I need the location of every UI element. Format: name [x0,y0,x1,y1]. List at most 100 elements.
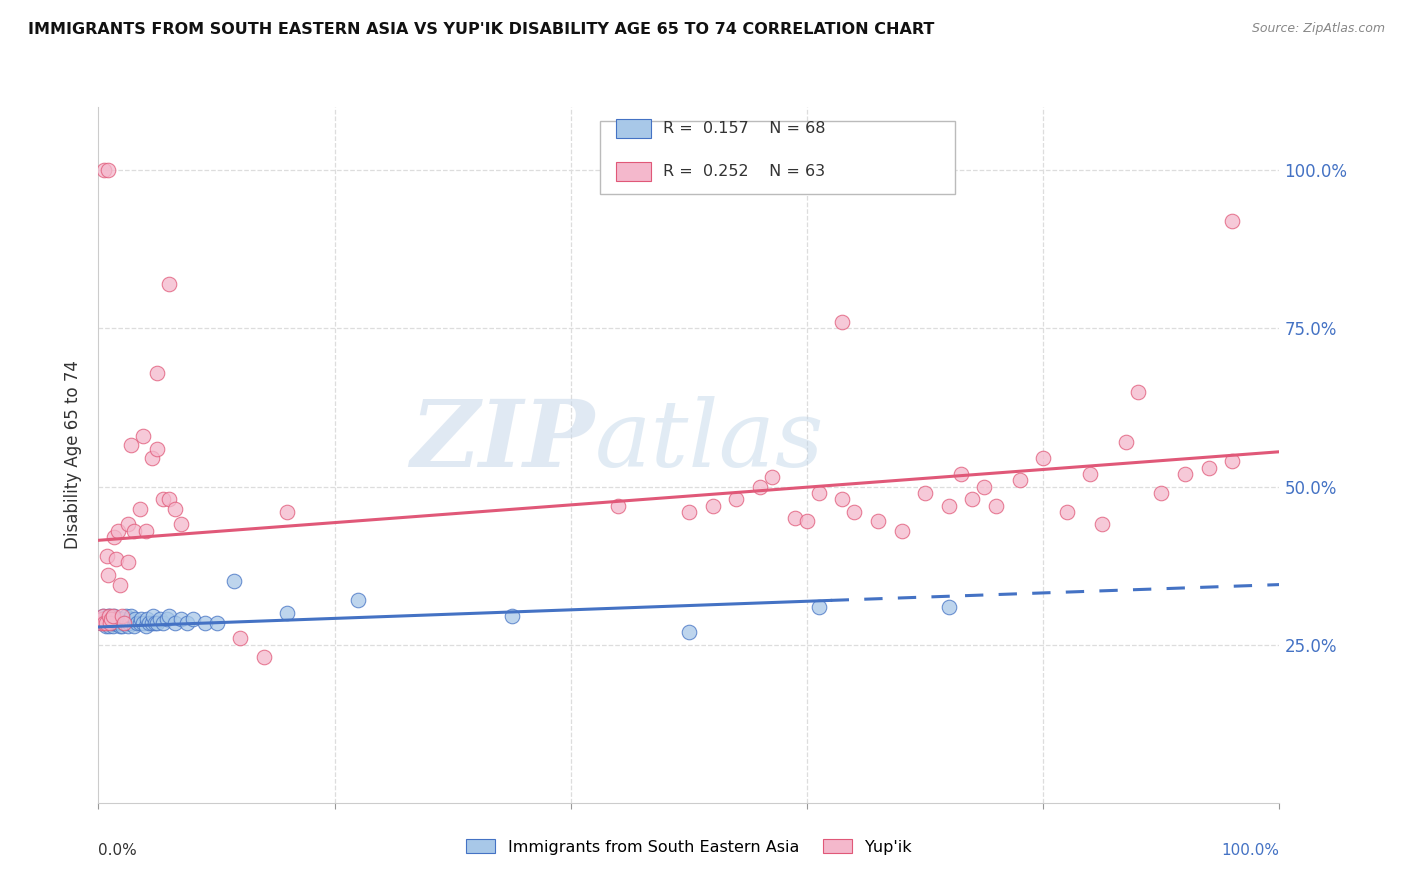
Point [112,612,135,626]
Point [96,612,118,626]
Point [111,615,134,630]
Point [120,612,142,626]
Point [157,492,180,507]
Text: R =  0.252    N = 63: R = 0.252 N = 63 [664,164,825,179]
Point [100,612,122,626]
Point [100,612,122,626]
Point [117,618,139,632]
Point [135,612,157,626]
Point [107,615,129,630]
Point [962,492,984,507]
Point [103,530,125,544]
Point [1032,451,1054,466]
Point [94,618,117,632]
Point [138,615,160,630]
Point [91,609,114,624]
FancyBboxPatch shape [616,119,651,138]
Point [90,615,112,630]
FancyBboxPatch shape [616,162,651,181]
Point [1150,486,1173,500]
Legend: Immigrants from South Eastern Asia, Yup'ik: Immigrants from South Eastern Asia, Yup'… [460,832,918,861]
Point [98,609,121,624]
Point [831,492,853,507]
Point [181,612,204,626]
Point [807,599,830,614]
Point [796,514,818,528]
Point [152,615,174,630]
Point [194,615,217,630]
Point [678,505,700,519]
Point [105,552,128,566]
Point [112,615,135,630]
Point [949,467,972,481]
Point [170,612,193,626]
Point [90,615,112,630]
Point [108,618,131,632]
Point [122,618,145,632]
Point [205,615,228,630]
Point [121,609,143,624]
Point [170,517,193,532]
Point [1126,384,1149,399]
Point [607,499,630,513]
Point [807,486,830,500]
Point [347,593,370,607]
Point [165,615,187,630]
Point [97,609,120,624]
Point [725,492,748,507]
Text: IMMIGRANTS FROM SOUTH EASTERN ASIA VS YUP'IK DISABILITY AGE 65 TO 74 CORRELATION: IMMIGRANTS FROM SOUTH EASTERN ASIA VS YU… [28,22,935,37]
Point [146,442,169,456]
Point [104,615,127,630]
Point [141,451,163,466]
Point [1220,214,1243,228]
Point [748,479,770,493]
Point [114,609,136,624]
Point [108,577,131,591]
Point [91,609,114,624]
Point [866,514,889,528]
Text: Source: ZipAtlas.com: Source: ZipAtlas.com [1251,22,1385,36]
Point [105,612,128,626]
Point [100,615,122,630]
Text: ZIP: ZIP [411,396,595,486]
Point [101,615,124,630]
Point [224,574,246,589]
Point [156,612,179,626]
Point [93,615,115,630]
Point [98,612,121,626]
Point [702,499,724,513]
Point [141,615,163,630]
Point [678,625,700,640]
Point [135,618,157,632]
Point [157,277,180,292]
Point [111,618,134,632]
Point [105,615,128,630]
Point [103,609,125,624]
Point [97,615,120,630]
Point [101,609,124,624]
Point [165,501,187,516]
Point [761,470,783,484]
Point [1091,517,1114,532]
Point [973,479,995,493]
Point [142,609,165,624]
Point [135,524,157,538]
Point [93,163,115,178]
Point [938,599,960,614]
Point [1115,435,1137,450]
Point [785,511,807,525]
FancyBboxPatch shape [600,121,955,194]
Point [146,615,169,630]
Point [103,615,125,630]
Point [1008,473,1031,487]
Point [1056,505,1078,519]
Point [105,612,128,626]
Point [1174,467,1197,481]
Text: R =  0.157    N = 68: R = 0.157 N = 68 [664,121,825,136]
Point [110,615,132,630]
Point [117,517,139,532]
Text: 0.0%: 0.0% [98,843,138,858]
Point [98,618,121,632]
Point [129,612,152,626]
Point [108,615,131,630]
